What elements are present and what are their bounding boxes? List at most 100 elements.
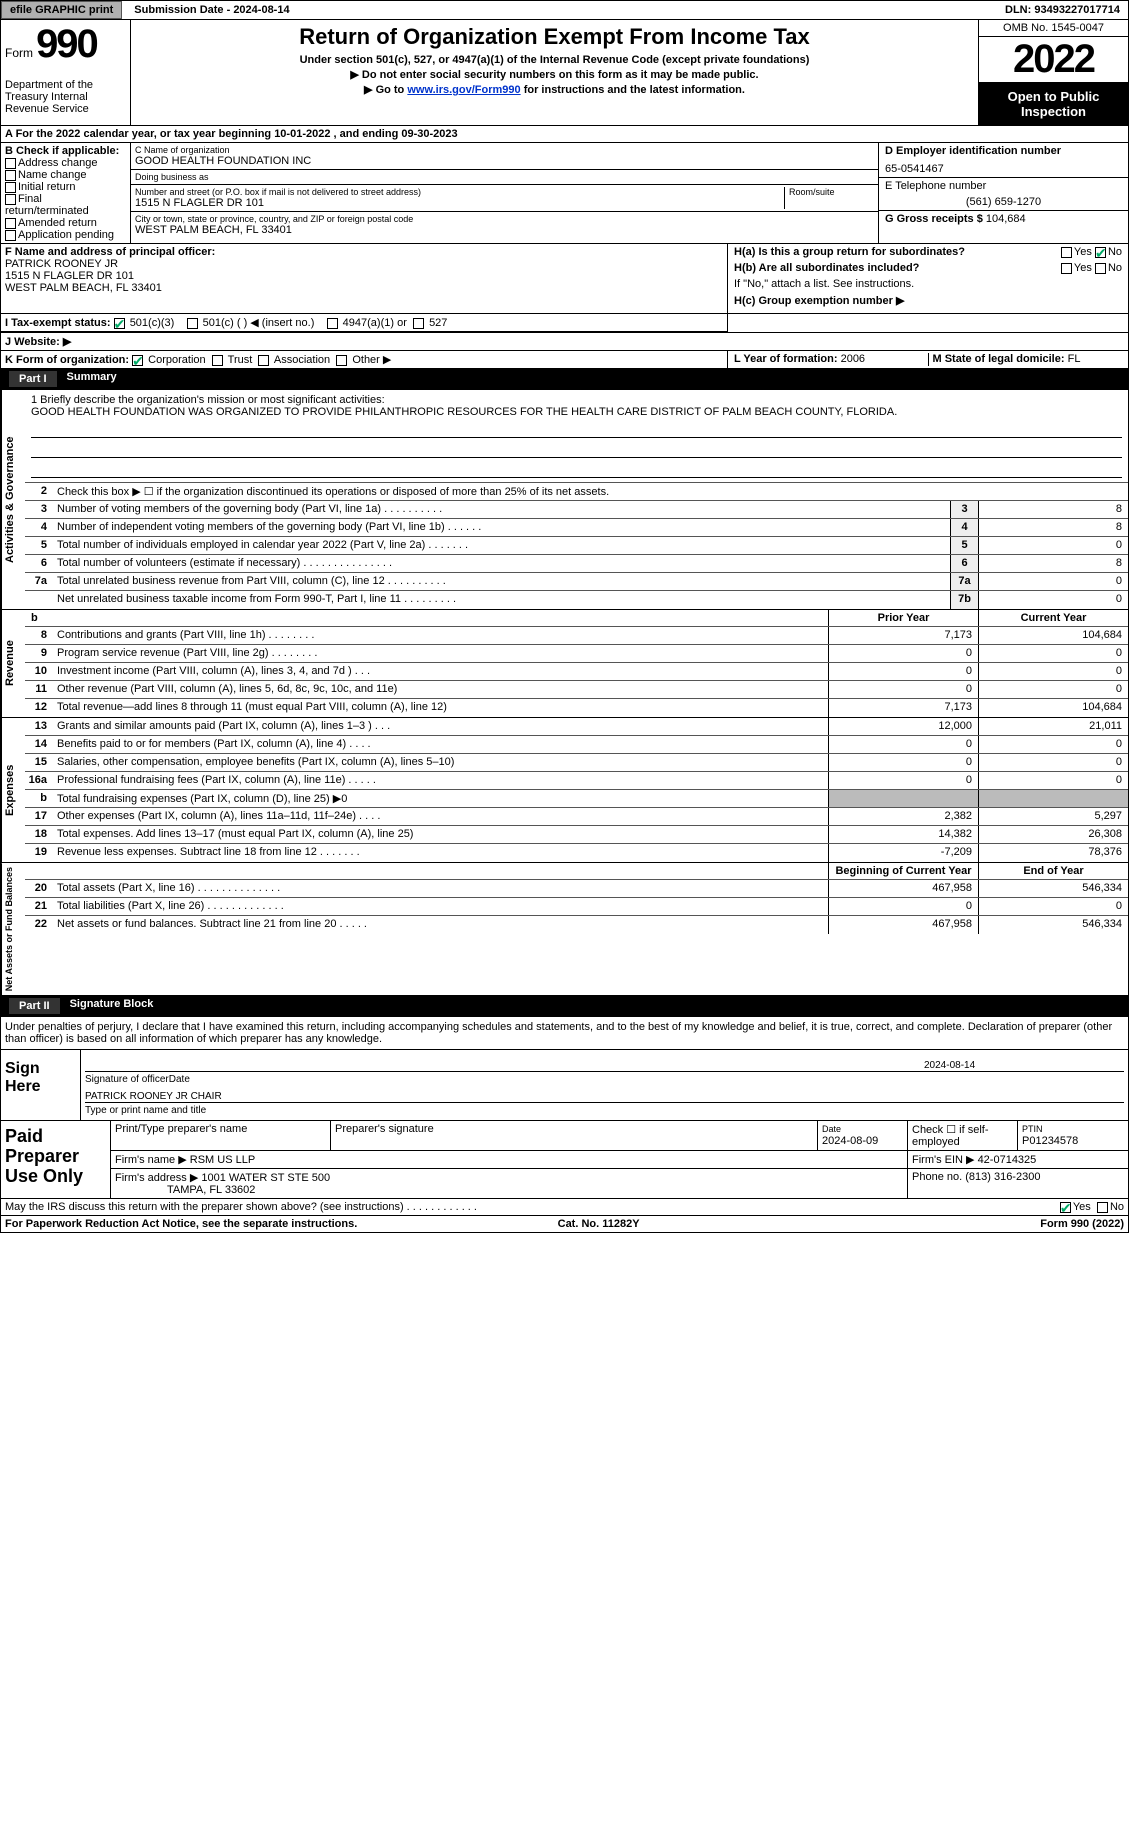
subtitle-3: ▶ Go to www.irs.gov/Form990 for instruct… xyxy=(135,83,974,96)
cat-no: Cat. No. 11282Y xyxy=(558,1218,640,1230)
summary-row: 9Program service revenue (Part VIII, lin… xyxy=(25,645,1128,663)
summary-row: bTotal fundraising expenses (Part IX, co… xyxy=(25,790,1128,808)
subtitle-2: ▶ Do not enter social security numbers o… xyxy=(135,68,974,81)
ha-label: H(a) Is this a group return for subordin… xyxy=(734,246,965,258)
omb-number: OMB No. 1545-0047 xyxy=(979,20,1128,37)
part-1-header: Part I Summary xyxy=(0,369,1129,390)
dln: DLN: 93493227017714 xyxy=(997,2,1128,18)
year-formation-label: L Year of formation: xyxy=(734,353,838,365)
irs-link[interactable]: www.irs.gov/Form990 xyxy=(407,84,520,96)
ha-yes[interactable] xyxy=(1061,247,1072,258)
ptin: P01234578 xyxy=(1022,1135,1078,1147)
line-a: A For the 2022 calendar year, or tax yea… xyxy=(0,126,1129,143)
hc-label: H(c) Group exemption number ▶ xyxy=(734,295,904,307)
preparer-date: 2024-08-09 xyxy=(822,1135,878,1147)
org-name-label: C Name of organization xyxy=(135,145,874,155)
chk-amended[interactable] xyxy=(5,218,16,229)
print-name-label: Type or print name and title xyxy=(85,1105,1124,1116)
chk-final-return[interactable] xyxy=(5,194,16,205)
perjury-statement: Under penalties of perjury, I declare th… xyxy=(0,1017,1129,1050)
officer-label: F Name and address of principal officer: xyxy=(5,246,723,258)
chk-corp[interactable] xyxy=(132,355,143,366)
chk-name-change[interactable] xyxy=(5,170,16,181)
tax-exempt-label: I Tax-exempt status: xyxy=(5,317,111,329)
firm-ein: 42-0714325 xyxy=(978,1154,1037,1166)
chk-501c[interactable] xyxy=(187,318,198,329)
sign-date: 2024-08-14 xyxy=(924,1060,1124,1071)
chk-501c3[interactable] xyxy=(114,318,125,329)
chk-527[interactable] xyxy=(413,318,424,329)
firm-name: RSM US LLP xyxy=(190,1154,255,1166)
state-domicile: FL xyxy=(1068,353,1081,365)
activities-governance: Activities & Governance 1 Briefly descri… xyxy=(0,390,1129,610)
preparer-sig-label: Preparer's signature xyxy=(331,1121,818,1150)
vtab-expenses: Expenses xyxy=(1,718,25,862)
chk-assoc[interactable] xyxy=(258,355,269,366)
tax-year: 2022 xyxy=(979,37,1128,83)
chk-pending[interactable] xyxy=(5,230,16,241)
summary-row: Net unrelated business taxable income fr… xyxy=(25,591,1128,609)
chk-other[interactable] xyxy=(336,355,347,366)
self-employed-check: Check ☐ if self-employed xyxy=(908,1121,1018,1150)
hb-no[interactable] xyxy=(1095,263,1106,274)
hb-note: If "No," attach a list. See instructions… xyxy=(734,278,1122,290)
chk-4947[interactable] xyxy=(327,318,338,329)
ha-no[interactable] xyxy=(1095,247,1106,258)
hb-yes[interactable] xyxy=(1061,263,1072,274)
gross-label: G Gross receipts $ xyxy=(885,213,983,225)
form-word: Form xyxy=(5,46,33,60)
section-f-h: F Name and address of principal officer:… xyxy=(0,244,1129,314)
summary-row: 8Contributions and grants (Part VIII, li… xyxy=(25,627,1128,645)
chk-address-change[interactable] xyxy=(5,158,16,169)
discuss-no[interactable] xyxy=(1097,1202,1108,1213)
chk-trust[interactable] xyxy=(212,355,223,366)
room-label: Room/suite xyxy=(789,187,874,197)
summary-row: 13Grants and similar amounts paid (Part … xyxy=(25,718,1128,736)
discuss-yes[interactable] xyxy=(1060,1202,1071,1213)
chk-initial-return[interactable] xyxy=(5,182,16,193)
org-name: GOOD HEALTH FOUNDATION INC xyxy=(135,155,874,167)
paid-preparer-label: Paid Preparer Use Only xyxy=(1,1121,111,1198)
section-j-website: J Website: ▶ xyxy=(0,333,1129,351)
summary-row: 11Other revenue (Part VIII, column (A), … xyxy=(25,681,1128,699)
section-i-j: I Tax-exempt status: 501(c)(3) 501(c) ( … xyxy=(0,314,1129,333)
state-domicile-label: M State of legal domicile: xyxy=(933,353,1065,365)
summary-row: 2Check this box ▶ ☐ if the organization … xyxy=(25,483,1128,501)
form-number: 990 xyxy=(36,22,97,66)
dept-treasury: Department of the Treasury Internal Reve… xyxy=(5,79,126,115)
officer-addr2: WEST PALM BEACH, FL 33401 xyxy=(5,282,723,294)
year-formation: 2006 xyxy=(841,353,865,365)
form-title: Return of Organization Exempt From Incom… xyxy=(135,24,974,50)
top-toolbar: efile GRAPHIC print Submission Date - 20… xyxy=(0,0,1129,20)
city-label: City or town, state or province, country… xyxy=(135,214,874,224)
summary-row: 20Total assets (Part X, line 16) . . . .… xyxy=(25,880,1128,898)
summary-row: 21Total liabilities (Part X, line 26) . … xyxy=(25,898,1128,916)
section-k-l-m: K Form of organization: Corporation Trus… xyxy=(0,351,1129,369)
expenses-section: Expenses 13Grants and similar amounts pa… xyxy=(0,718,1129,863)
summary-row: 14Benefits paid to or for members (Part … xyxy=(25,736,1128,754)
form-org-label: K Form of organization: xyxy=(5,354,129,366)
city-state-zip: WEST PALM BEACH, FL 33401 xyxy=(135,224,874,236)
sign-here-label: Sign Here xyxy=(1,1050,81,1120)
sign-here-block: Sign Here 2024-08-14 Signature of office… xyxy=(0,1050,1129,1121)
discuss-row: May the IRS discuss this return with the… xyxy=(0,1199,1129,1216)
ein: 65-0541467 xyxy=(885,163,1122,175)
date-label: Date xyxy=(169,1074,369,1085)
preparer-name-label: Print/Type preparer's name xyxy=(111,1121,331,1150)
summary-row: 18Total expenses. Add lines 13–17 (must … xyxy=(25,826,1128,844)
officer-name: PATRICK ROONEY JR xyxy=(5,258,723,270)
page-footer: For Paperwork Reduction Act Notice, see … xyxy=(0,1216,1129,1233)
summary-row: 16aProfessional fundraising fees (Part I… xyxy=(25,772,1128,790)
dba-label: Doing business as xyxy=(135,172,874,182)
efile-print-button[interactable]: efile GRAPHIC print xyxy=(1,1,122,19)
summary-row: 10Investment income (Part VIII, column (… xyxy=(25,663,1128,681)
vtab-revenue: Revenue xyxy=(1,610,25,717)
check-b-label: B Check if applicable: xyxy=(5,145,126,157)
summary-row: 15Salaries, other compensation, employee… xyxy=(25,754,1128,772)
net-assets-section: Net Assets or Fund Balances Beginning of… xyxy=(0,863,1129,996)
officer-addr1: 1515 N FLAGLER DR 101 xyxy=(5,270,723,282)
firm-addr1: 1001 WATER ST STE 500 xyxy=(201,1172,330,1184)
mission-text: GOOD HEALTH FOUNDATION WAS ORGANIZED TO … xyxy=(31,406,1122,418)
summary-row: 17Other expenses (Part IX, column (A), l… xyxy=(25,808,1128,826)
tel-label: E Telephone number xyxy=(885,180,1122,192)
